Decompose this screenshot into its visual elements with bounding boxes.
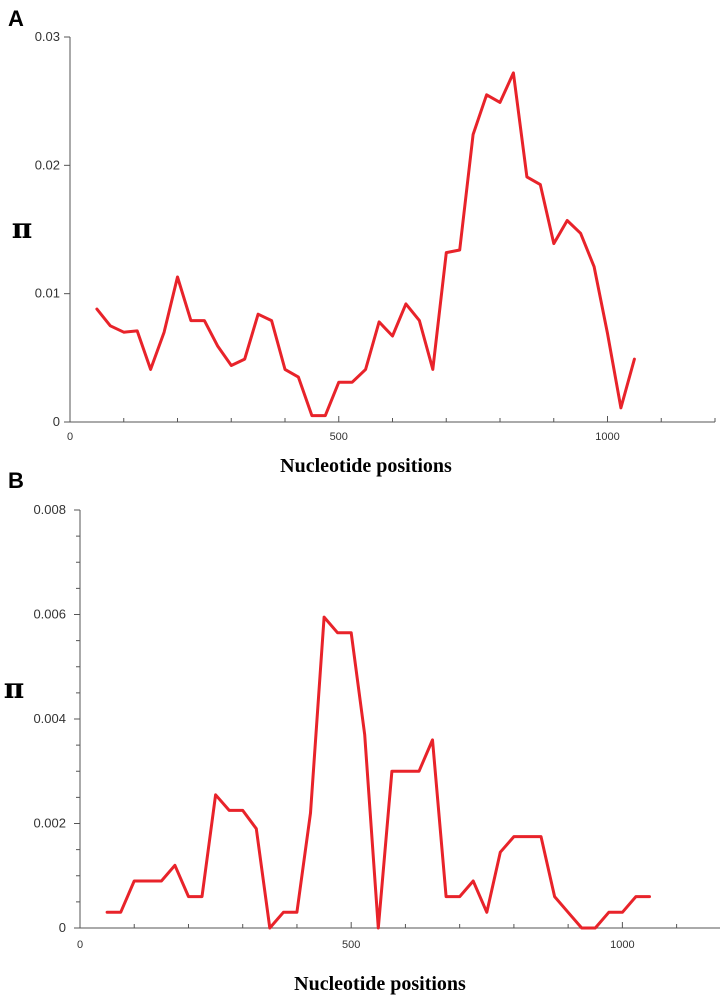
panel-a-y-tick-label: 0 — [53, 414, 60, 429]
panel-a-y-tick-label: 0.03 — [35, 29, 60, 44]
panel-b-y-tick-label: 0.006 — [33, 607, 66, 622]
panel-a-x-tick-label: 0 — [67, 431, 73, 443]
panel-a-y-ticks: 0 0.01 0.02 0.03 — [35, 29, 70, 429]
panel-b-x-ticks: 0 500 1000 — [77, 922, 678, 951]
panel-a-x-axis-title: Nucleotide positions — [280, 455, 452, 477]
panel-b-y-tick-label: 0.008 — [33, 502, 66, 517]
panel-a-x-tick-label: 1000 — [595, 431, 619, 443]
panel-a-chart: A π 0 0.01 0.02 0.03 0 500 1000 Nucleotide po… — [8, 6, 716, 477]
panel-b-series — [105, 615, 651, 930]
panel-a-x-tick-label: 500 — [330, 431, 348, 443]
panel-a-series — [95, 71, 636, 418]
panel-b-x-tick-label: 500 — [342, 939, 360, 951]
panel-a-series-line — [95, 71, 636, 418]
panel-b-label: B — [8, 468, 24, 493]
panel-b-y-ticks: 0 0.002 0.004 0.006 0.008 — [33, 502, 80, 935]
panel-a-y-tick-label: 0.02 — [35, 157, 60, 172]
panel-a-label: A — [8, 6, 24, 31]
panel-b-y-axis-label: π — [4, 672, 25, 705]
panel-b-y-tick-label: 0.004 — [33, 711, 66, 726]
panel-b-y-tick-label: 0.002 — [33, 816, 66, 831]
panel-a-y-tick-label: 0.01 — [35, 286, 60, 301]
panel-b-x-tick-label: 0 — [77, 939, 83, 951]
panel-b-chart: B π 0 0.002 0.004 0.006 0.008 0 500 1000 Nucle… — [4, 468, 720, 995]
panel-b-y-tick-label: 0 — [59, 920, 66, 935]
panel-b-x-tick-label: 1000 — [610, 939, 634, 951]
panel-b-series-line — [105, 615, 651, 930]
panel-a-x-ticks: 0 500 1000 — [67, 416, 716, 443]
panel-a-y-axis-label: π — [12, 212, 33, 245]
panel-b-x-axis-title: Nucleotide positions — [294, 973, 466, 995]
